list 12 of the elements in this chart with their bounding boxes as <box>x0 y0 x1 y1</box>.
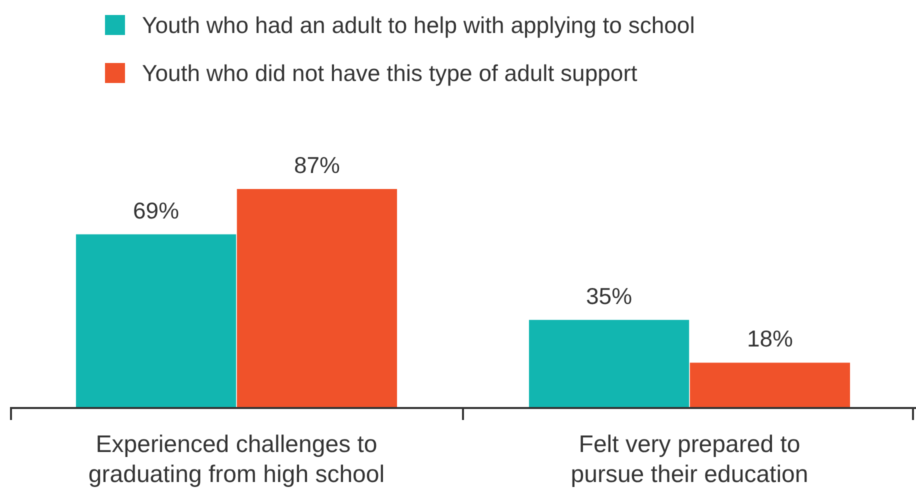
bar <box>76 234 236 408</box>
bar <box>690 362 850 408</box>
bar <box>236 189 398 408</box>
x-tick-label: Experienced challenges to graduating from high school <box>88 431 385 488</box>
data-label: 69% <box>133 197 180 224</box>
data-label: 87% <box>294 152 340 178</box>
x-tick-label: Felt very prepared to pursue their education <box>570 431 808 488</box>
bar <box>528 320 690 408</box>
legend-label: Youth who did not have this type of adult support <box>142 60 638 86</box>
data-label: 35% <box>586 282 632 309</box>
data-label: 18% <box>746 326 793 352</box>
legend-label: Youth who had an adult to help with applying to school <box>142 12 695 38</box>
